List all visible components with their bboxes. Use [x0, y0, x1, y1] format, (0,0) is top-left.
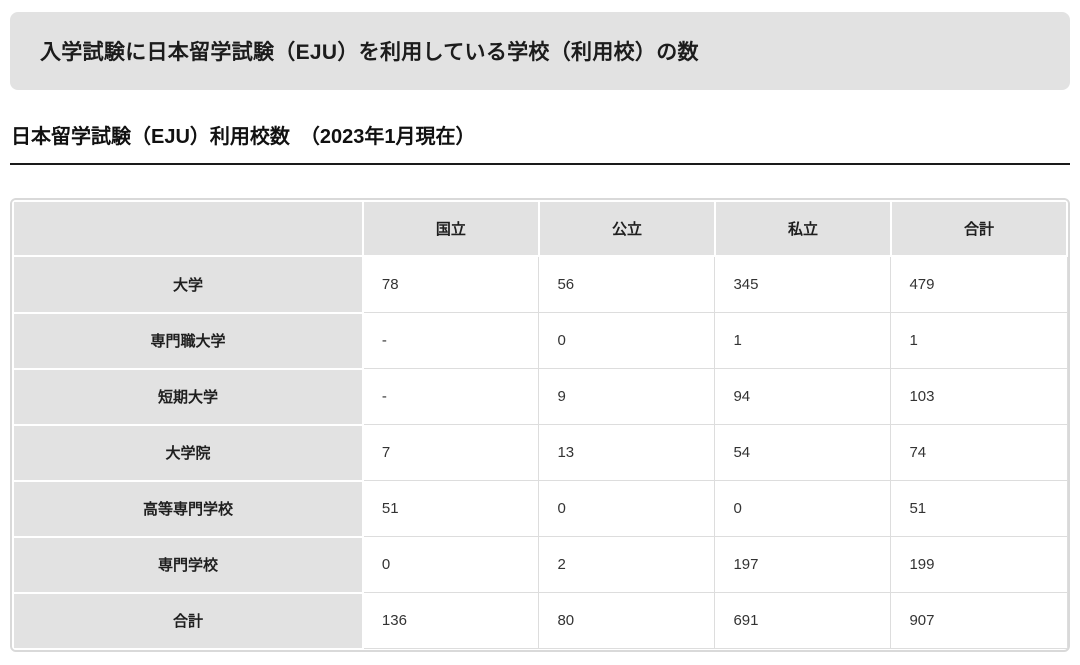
table-cell: 94 [714, 368, 892, 425]
row-label-graduate-school: 大学院 [12, 423, 364, 482]
table-cell: 7 [362, 424, 540, 481]
table-cell: 13 [538, 424, 716, 481]
row-label-total: 合計 [12, 591, 364, 650]
col-header-national: 国立 [361, 200, 540, 257]
table-cell: - [362, 312, 540, 369]
table-cell: 0 [714, 480, 892, 537]
table-cell: 74 [890, 424, 1068, 481]
table-cell: 1 [890, 312, 1068, 369]
table-row: 大学院 7 13 54 74 [12, 423, 1068, 482]
table-cell: 1 [714, 312, 892, 369]
table-cell: 2 [538, 536, 716, 593]
table-cell: 103 [890, 368, 1068, 425]
table-row: 専門職大学 - 0 1 1 [12, 311, 1068, 370]
table-row: 合計 136 80 691 907 [12, 591, 1068, 650]
table-cell: 78 [362, 255, 540, 313]
row-label-college-of-technology: 高等専門学校 [12, 479, 364, 538]
section-divider [10, 163, 1070, 165]
col-header-blank [12, 200, 364, 257]
section-title: 日本留学試験（EJU）利用校数 （2023年1月現在） [11, 126, 476, 148]
table-cell: - [362, 368, 540, 425]
table-cell: 0 [538, 480, 716, 537]
table-header-row: 国立 公立 私立 合計 [12, 200, 1068, 257]
row-label-junior-college: 短期大学 [12, 367, 364, 426]
table-cell: 54 [714, 424, 892, 481]
col-header-private: 私立 [713, 200, 892, 257]
table-cell: 9 [538, 368, 716, 425]
table-cell: 907 [890, 592, 1068, 649]
table-cell: 51 [362, 480, 540, 537]
page-title: 入学試験に日本留学試験（EJU）を利用している学校（利用校）の数 [40, 41, 699, 64]
table-cell: 0 [362, 536, 540, 593]
table-cell: 197 [714, 536, 892, 593]
table-cell: 691 [714, 592, 892, 649]
table-row: 専門学校 0 2 197 199 [12, 535, 1068, 594]
table-row: 大学 78 56 345 479 [12, 255, 1068, 314]
table-cell: 136 [362, 592, 540, 649]
col-header-public: 公立 [537, 200, 716, 257]
eju-usage-table-wrap: 国立 公立 私立 合計 大学 78 56 345 479 専門職大学 - 0 [10, 198, 1070, 652]
page-title-banner: 入学試験に日本留学試験（EJU）を利用している学校（利用校）の数 [10, 12, 1070, 90]
row-label-professional-university: 専門職大学 [12, 311, 364, 370]
table-cell: 51 [890, 480, 1068, 537]
row-label-vocational-school: 専門学校 [12, 535, 364, 594]
eju-usage-table: 国立 公立 私立 合計 大学 78 56 345 479 専門職大学 - 0 [12, 200, 1068, 650]
table-cell: 80 [538, 592, 716, 649]
table-cell: 345 [714, 255, 892, 313]
table-cell: 56 [538, 255, 716, 313]
table-cell: 479 [890, 255, 1068, 313]
row-label-university: 大学 [12, 255, 364, 314]
table-row: 短期大学 - 9 94 103 [12, 367, 1068, 426]
col-header-total: 合計 [889, 200, 1068, 257]
table-row: 高等専門学校 51 0 0 51 [12, 479, 1068, 538]
table-cell: 199 [890, 536, 1068, 593]
table-cell: 0 [538, 312, 716, 369]
